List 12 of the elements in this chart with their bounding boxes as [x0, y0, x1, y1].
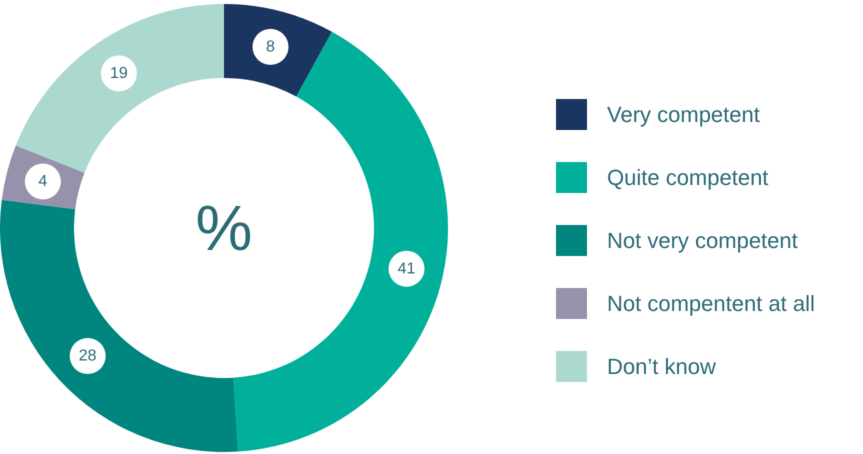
donut-slice: [16, 4, 224, 173]
data-label: 4: [38, 172, 48, 190]
data-label: 28: [78, 348, 97, 365]
legend-label: Not compentent at all: [607, 290, 815, 316]
text: %: [196, 192, 252, 264]
legend-label: Quite competent: [607, 164, 768, 190]
data-label: 19: [110, 64, 128, 82]
legend-label: Very competent: [607, 102, 760, 128]
data-label: 41: [398, 260, 416, 278]
legend-label: Not very competent: [607, 228, 798, 254]
legend-label: Don’t know: [607, 354, 716, 380]
data-label: 8: [266, 38, 276, 56]
